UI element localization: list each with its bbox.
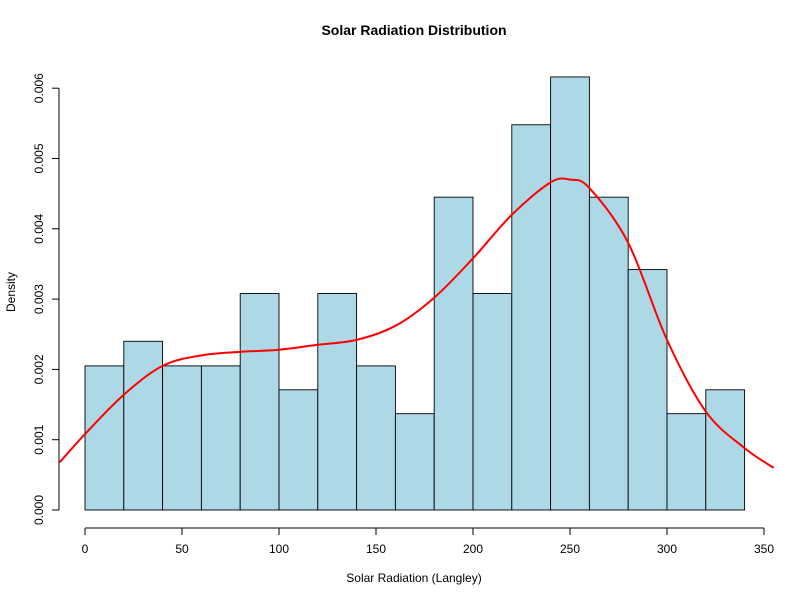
y-tick-label: 0.000 — [32, 495, 46, 525]
histogram-bar-9 — [433, 196, 474, 511]
chart-title: Solar Radiation Distribution — [321, 22, 506, 38]
x-tick-label: 150 — [366, 542, 386, 556]
histogram-bar-1 — [123, 340, 164, 511]
y-tick-label: 0.001 — [32, 424, 46, 454]
histogram-bar-2 — [162, 365, 202, 511]
x-tick-label: 350 — [754, 542, 774, 556]
y-tick-label: 0.003 — [32, 284, 46, 314]
histogram-bar-4 — [239, 293, 280, 511]
histogram-bar-7 — [356, 365, 396, 511]
y-axis-label: Density — [4, 272, 18, 312]
bars-group — [84, 76, 746, 511]
density-group — [59, 177, 775, 469]
histogram-bar-13 — [588, 196, 629, 511]
density-curve-line — [59, 177, 775, 469]
histogram-bar-15 — [666, 413, 707, 511]
y-tick-label: 0.004 — [32, 213, 46, 243]
x-tick-label: 200 — [463, 542, 483, 556]
histogram-bar-0 — [84, 365, 125, 511]
histogram-bar-8 — [394, 413, 435, 511]
x-tick-label: 250 — [560, 542, 580, 556]
y-tick-label: 0.005 — [32, 143, 46, 173]
x-tick-label: 300 — [657, 542, 677, 556]
y-tick-label: 0.002 — [32, 354, 46, 384]
x-tick-label: 50 — [175, 542, 189, 556]
x-axis: 0 50 100 150 200 250 300 350 — [82, 527, 774, 556]
y-axis: 0.000 0.001 0.002 0.003 0.004 0.005 0.006 — [32, 73, 60, 525]
x-tick-label: 100 — [269, 542, 289, 556]
histogram-bar-10 — [472, 293, 513, 511]
histogram-bar-12 — [550, 76, 590, 511]
y-tick-label: 0.006 — [32, 73, 46, 103]
histogram-bar-16 — [705, 389, 746, 511]
histogram-bar-6 — [317, 293, 358, 511]
histogram-bar-11 — [511, 124, 552, 511]
x-tick-label: 0 — [82, 542, 89, 556]
histogram-bar-3 — [200, 365, 241, 511]
x-axis-label: Solar Radiation (Langley) — [346, 571, 481, 585]
histogram-bar-14 — [627, 269, 668, 511]
histogram-bar-5 — [278, 389, 319, 511]
